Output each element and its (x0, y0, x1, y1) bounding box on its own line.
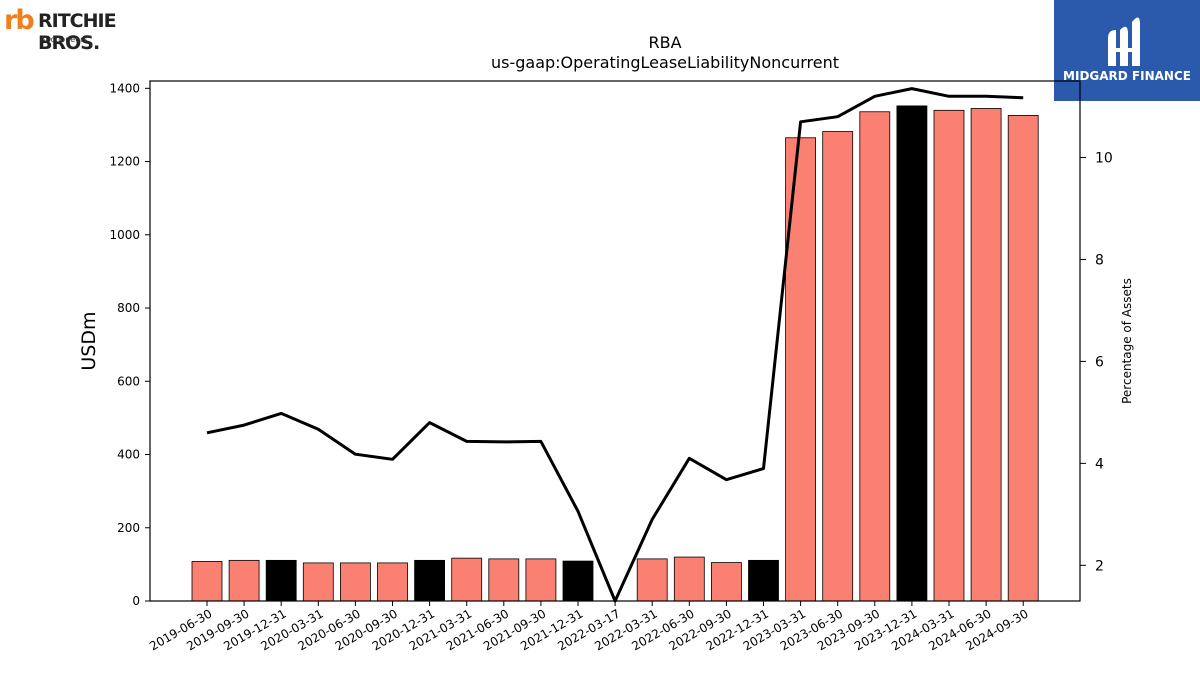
midgard-finance-logo-icon (1108, 17, 1140, 67)
bar (1007, 115, 1039, 602)
bar (562, 560, 594, 602)
bar (711, 562, 742, 602)
chart-title: RBA (648, 33, 681, 52)
bar (265, 559, 297, 602)
bar (228, 559, 260, 602)
bar (302, 562, 334, 602)
y2-tick-label: 8 (1095, 252, 1104, 268)
bar (859, 111, 891, 602)
y-tick-label: 1000 (109, 228, 140, 242)
bar (970, 108, 1002, 602)
y2-tick-label: 2 (1095, 558, 1104, 574)
bar (748, 559, 779, 602)
bar (339, 562, 371, 602)
y2-tick-label: 4 (1095, 456, 1104, 472)
y-tick-label: 200 (117, 521, 140, 535)
bar (488, 558, 520, 602)
midgard-finance-logo-name: MIDGARD FINANCE (1063, 69, 1191, 83)
y2-tick-label: 6 (1095, 354, 1104, 370)
y-axis-label: USDm (78, 311, 100, 370)
ritchie-bros-logo: rb RITCHIE BROS. Auctioneers (4, 4, 174, 55)
y-tick-label: 1400 (109, 81, 140, 95)
bar (414, 559, 446, 602)
ritchie-bros-logo-name: RITCHIE BROS. (38, 10, 117, 54)
ritchie-bros-logo-mark: rb (4, 5, 35, 36)
y-tick-label: 1200 (109, 155, 140, 169)
y2-tick-label: 10 (1095, 150, 1113, 166)
y-tick-label: 800 (117, 301, 140, 315)
bar (822, 131, 854, 602)
bar (451, 557, 483, 602)
y-tick-label: 400 (117, 448, 140, 462)
bar (636, 558, 668, 602)
bar (377, 562, 408, 602)
bar (191, 561, 223, 602)
chart-subtitle: us-gaap:OperatingLeaseLiabilityNoncurren… (491, 53, 839, 72)
ritchie-bros-logo-sub: Auctioneers (40, 35, 88, 44)
midgard-finance-logo: MIDGARD FINANCE (1054, 0, 1200, 101)
bar (896, 105, 928, 602)
y2-axis-label: Percentage of Assets (1120, 278, 1134, 404)
y-tick-label: 600 (117, 374, 140, 388)
bar (673, 556, 705, 602)
y-tick-label: 0 (132, 594, 140, 608)
bar (933, 109, 965, 602)
bar (525, 558, 557, 602)
